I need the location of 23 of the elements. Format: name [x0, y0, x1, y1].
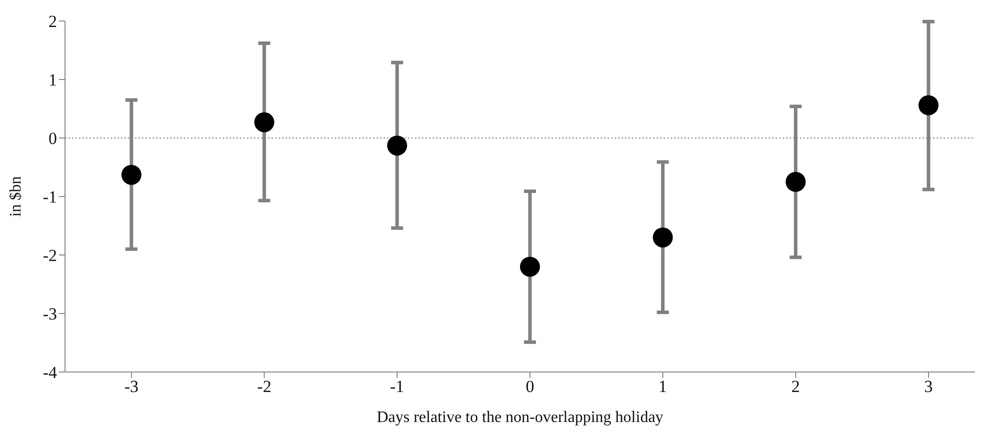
point — [121, 164, 142, 185]
point — [918, 95, 939, 116]
x-tick-label: -2 — [257, 377, 272, 396]
point — [520, 256, 540, 277]
y-axis-title: in $bn — [8, 176, 25, 217]
point — [652, 227, 673, 248]
y-tick-label: -1 — [42, 188, 57, 207]
x-tick-label: 2 — [791, 377, 800, 396]
y-tick-label: 0 — [48, 129, 57, 148]
x-tick-label: 0 — [526, 377, 534, 396]
y-tick-label: 2 — [48, 12, 57, 32]
x-tick-label: 1 — [658, 377, 668, 396]
point — [387, 136, 408, 156]
x-tick-label: 3 — [924, 377, 933, 396]
y-tick-label: -4 — [42, 363, 58, 382]
x-tick-label: -1 — [390, 377, 404, 396]
y-tick-label: -2 — [42, 246, 57, 266]
y-tick-label: 1 — [48, 70, 57, 90]
x-tick-label: -3 — [124, 377, 139, 396]
point — [786, 172, 806, 192]
x-axis-title: Days relative to the non-overlapping holiday — [376, 409, 664, 426]
point — [254, 112, 274, 132]
y-tick-label: -3 — [42, 304, 57, 324]
